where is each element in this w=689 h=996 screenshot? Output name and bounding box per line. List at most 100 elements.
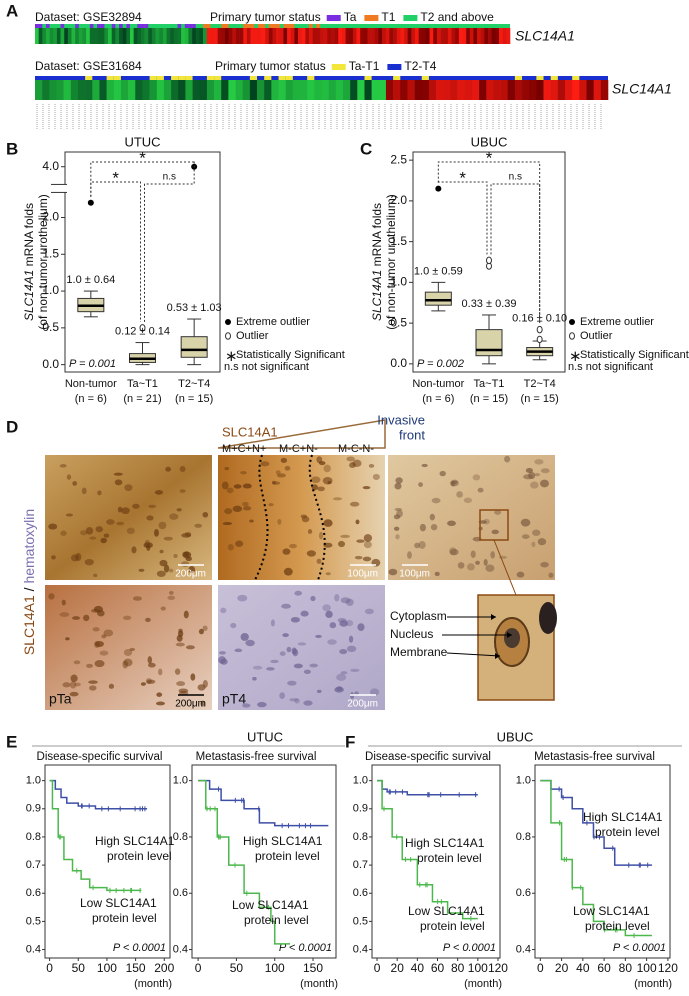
sig-bracket [90,160,195,197]
dataset-label: Dataset: GSE31684 [35,59,142,73]
heatmap-cell [415,28,419,44]
p-value: P < 0.0001 [279,942,332,954]
cell [89,685,97,691]
zone-label: M+C+N+ [222,443,266,455]
cell [160,606,166,611]
heatmap-cell [385,80,394,100]
heatmap-cell [502,28,507,44]
cell [140,682,147,686]
group-n: (n = 15) [175,393,213,405]
box [424,291,452,306]
curve-label: protein level [417,851,482,865]
heatmap-cell [232,28,237,44]
cell [97,490,102,496]
cell [477,487,484,493]
status-tick [352,24,357,28]
heatmap-cell [279,28,284,44]
status-bar [35,76,608,80]
status-tick [536,76,544,80]
cell [81,487,87,495]
curve-label: protein level [92,911,157,925]
status-tick [106,76,114,80]
cell [146,679,156,684]
cell [303,700,313,706]
heatmap-cell [396,28,401,44]
status-tick [85,76,93,80]
cell [329,622,337,629]
heatmap-cell [300,80,308,100]
survival-curve [540,779,652,866]
curve-label: protein level [244,913,309,927]
cell [72,616,81,620]
status-tick [250,24,255,28]
sig-label: n.s [509,172,522,183]
cell [315,634,322,638]
status-tick [451,24,456,28]
heatmap-cell [466,28,471,44]
curve-label: protein level [595,825,660,839]
legend-symbol: ∗ [225,348,238,365]
heatmap-cell [418,28,423,44]
curve-label: protein level [255,849,320,863]
plot-title: UBUC [497,729,534,744]
cell [463,497,473,503]
heatmap-cell [422,28,427,44]
legend-label: T2-T4 [404,59,436,73]
status-tick [360,24,364,28]
cell [268,503,274,507]
cell [284,465,291,471]
stage-label: pTa [49,691,72,707]
cell [395,534,400,540]
status-tick [316,24,320,28]
heatmap-cell [287,28,292,44]
heatmap-cell [341,28,346,44]
heatmap-cell [249,80,258,100]
heatmap-cell [115,28,120,44]
cell [310,595,316,602]
cell [243,506,252,511]
heatmap-cell [455,28,460,44]
panel-label: D [6,417,18,436]
heatmap-cell [586,80,594,100]
heatmap-cell [217,28,222,44]
heatmap-cell [312,28,317,44]
heatmap-cell [142,80,150,100]
cell [168,568,174,573]
cell [121,507,130,515]
cell [327,639,337,645]
heatmap-cell [185,80,193,100]
heatmap-cell [374,28,379,44]
heatmap-cell [292,80,301,100]
cell [449,548,459,556]
cell [336,686,343,691]
cell [144,539,150,548]
heatmap-cell [447,28,452,44]
cell [148,504,157,508]
heatmap-cell [163,80,172,100]
heatmap-cell [106,80,115,100]
cell [275,470,281,475]
y-tick-label: 1.0 [516,775,531,787]
x-tick-label: 20 [391,961,405,975]
y-tick-label: 0.8 [173,831,188,843]
y-tick-label: 0.8 [516,831,531,843]
status-tick [477,24,481,28]
cell [224,467,230,471]
heatmap-cell [330,28,335,44]
cell [165,466,172,472]
heatmap-cell [309,28,313,44]
y-tick-label: 0.9 [26,803,41,815]
cell [394,482,402,490]
gene-name: SLC14A1 [370,270,384,321]
status-tick [203,24,207,28]
status-tick [462,24,467,28]
heatmap-cell [327,28,332,44]
heatmap-cell [128,80,136,100]
cell [59,464,67,468]
cell [414,542,421,549]
cell [394,507,403,511]
cell [163,564,170,573]
cell [232,505,243,512]
y-axis-label-2: (of non-tumor urothelium) [384,194,398,329]
y-tick-label: 1.0 [26,775,41,787]
